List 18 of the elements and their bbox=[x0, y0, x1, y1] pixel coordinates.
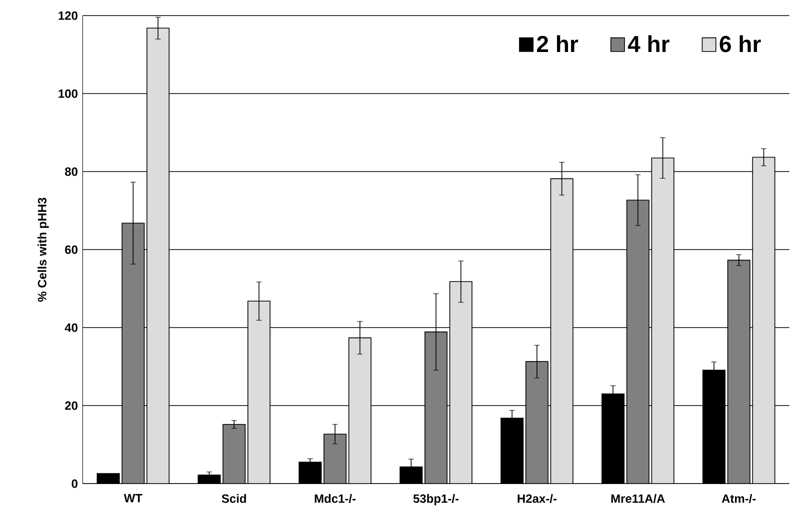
legend-label: 2 hr bbox=[536, 35, 578, 52]
legend-label: 6 hr bbox=[720, 35, 761, 52]
x-tick-label: WT bbox=[124, 494, 142, 502]
y-tick-label: 80 bbox=[64, 167, 78, 176]
y-tick-label: 0 bbox=[72, 479, 78, 488]
y-tick-label: 100 bbox=[58, 89, 78, 98]
x-tick-label: Mre11A/A bbox=[611, 494, 665, 503]
y-axis-title: % Cells with pHH3 bbox=[38, 198, 49, 302]
y-tick-label: 60 bbox=[65, 245, 78, 254]
legend-label: 4 hr bbox=[628, 35, 670, 52]
x-tick-label: Atm-/- bbox=[722, 494, 756, 503]
y-tick-label: 40 bbox=[64, 323, 78, 332]
x-tick-label: H2ax-/- bbox=[518, 494, 556, 503]
x-tick-label: Scid bbox=[222, 494, 246, 503]
y-tick-label: 120 bbox=[58, 11, 78, 20]
y-tick-label: 20 bbox=[65, 401, 78, 410]
x-tick-label: 53bp1-/- bbox=[413, 494, 459, 506]
x-tick-label: Mdc1-/- bbox=[314, 494, 356, 503]
